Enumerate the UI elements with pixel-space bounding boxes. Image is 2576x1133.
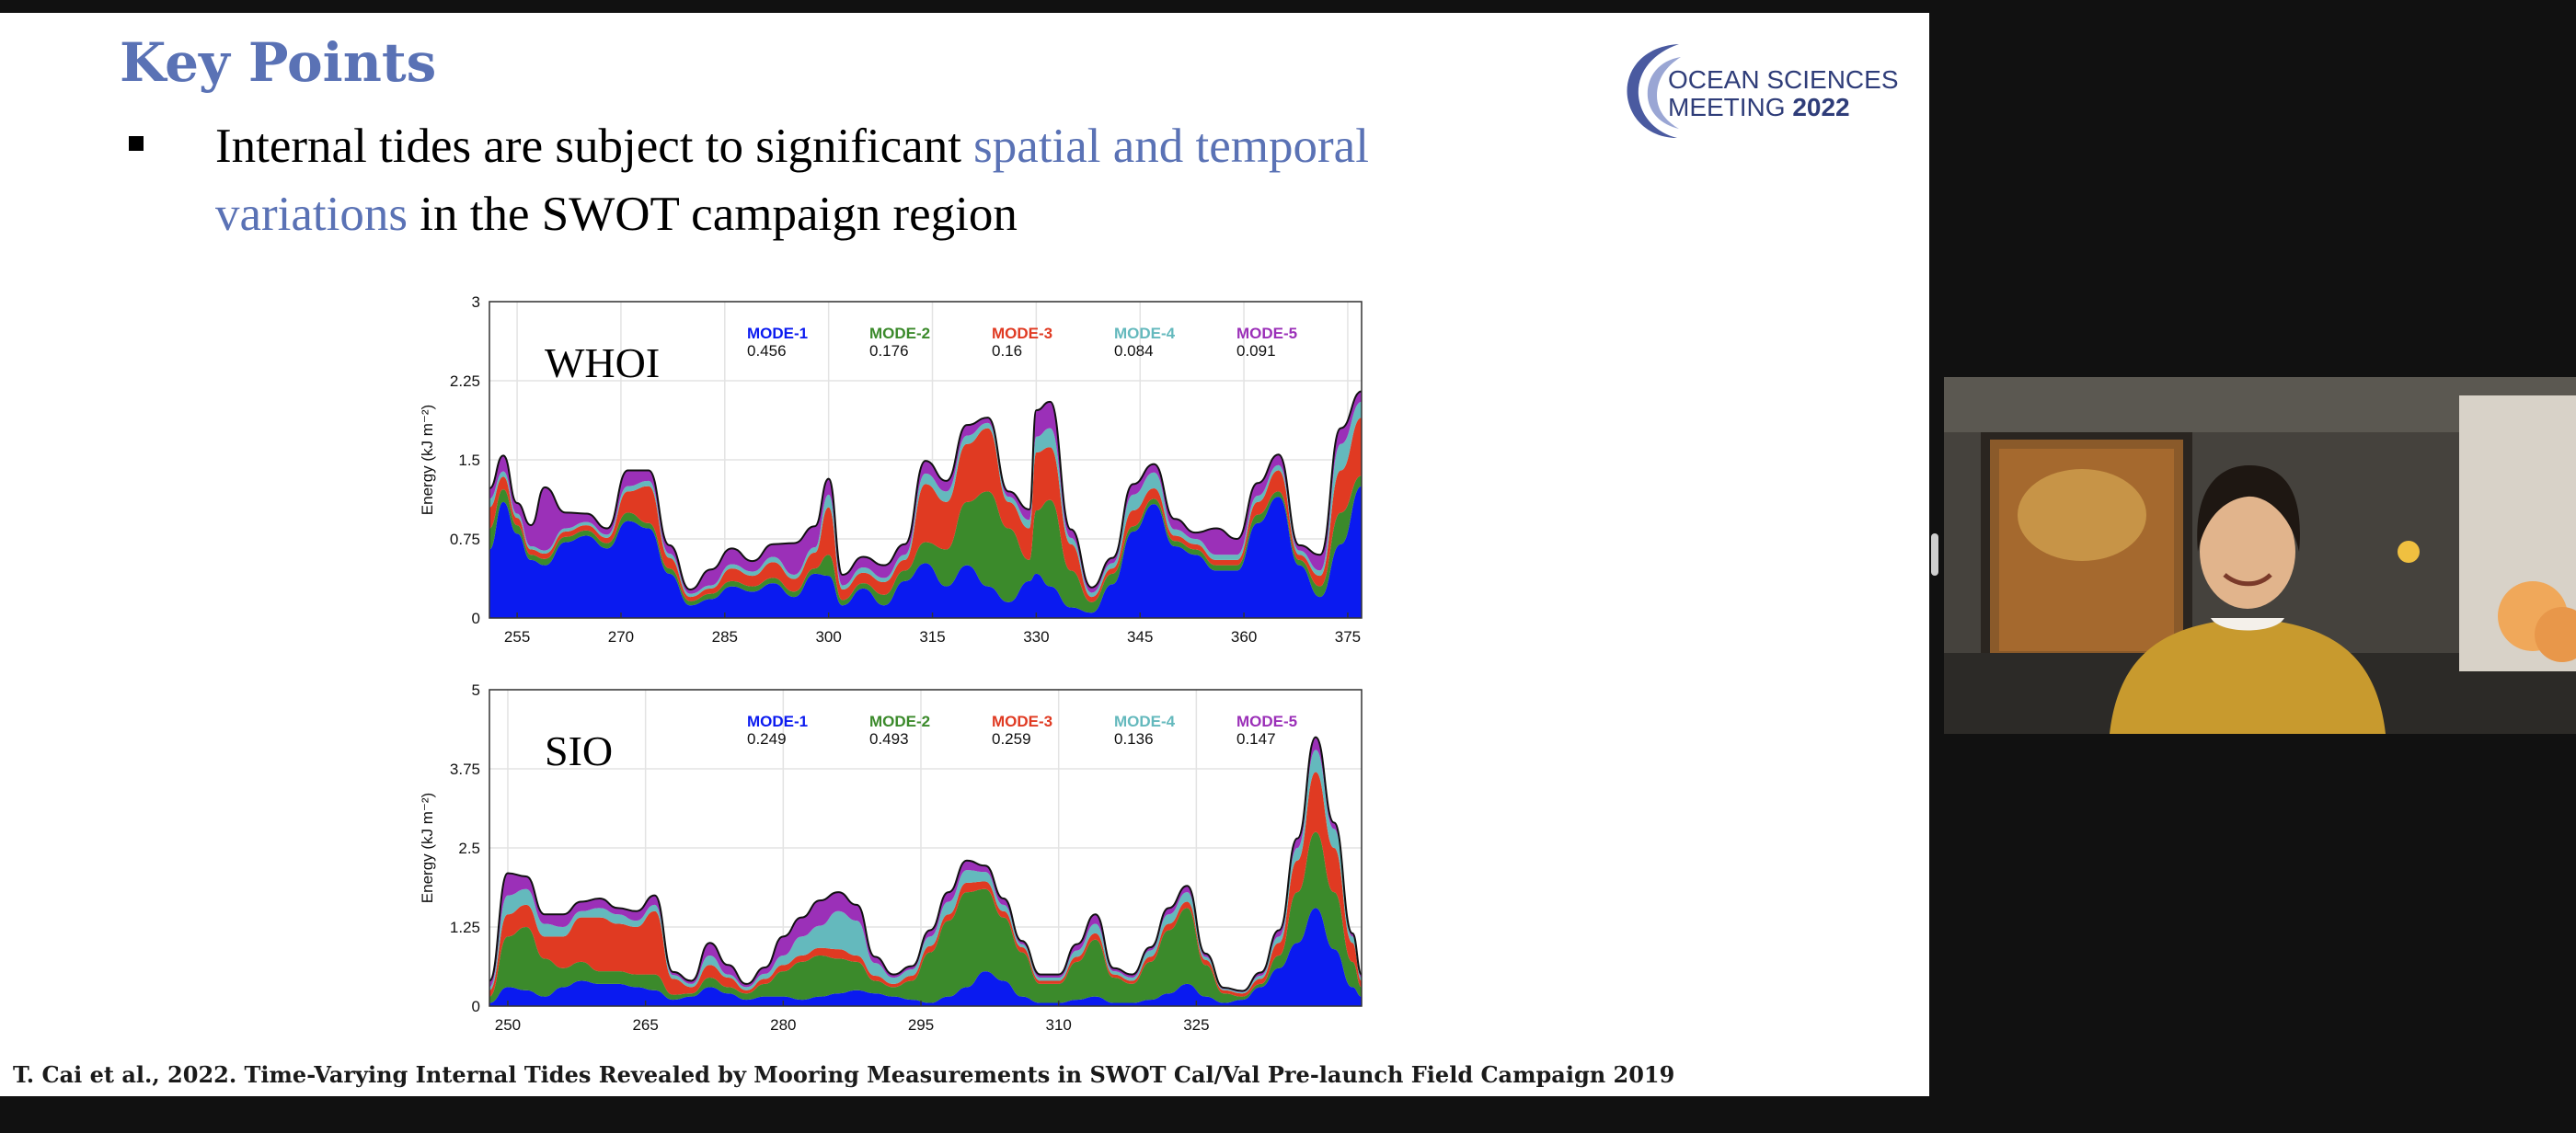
bullet-text-part: in the SWOT campaign region: [408, 188, 1018, 241]
legend-value: 0.176: [869, 342, 909, 360]
legend-value: 0.147: [1236, 730, 1276, 748]
y-tick-label: 0.75: [450, 531, 480, 548]
speaker-video-image: [1944, 377, 2576, 734]
legend-value: 0.249: [747, 730, 787, 748]
whoi-chart-svg: 255 270 285 300 315 330 345 360 375 0 0.75 1.5 2.25 3…: [419, 293, 1363, 646]
y-tick-label: 3.75: [450, 761, 480, 778]
y-tick-label: 5: [472, 681, 480, 699]
bullet-marker: [129, 136, 144, 151]
citation: T. Cai et al., 2022. Time-Varying Intern…: [13, 1061, 1675, 1088]
legend-value: 0.091: [1236, 342, 1276, 360]
x-tick-label: 300: [815, 628, 841, 646]
presentation-slide: Key Points Internal tides are subject to…: [0, 13, 1929, 1096]
y-tick-label: 0: [472, 610, 480, 627]
speaker-video-feed: [1944, 377, 2576, 734]
plot-frame: [489, 689, 1363, 1007]
sio-chart: 250 265 280 295 310 325 0 1.25 2.5 3.75 5 Energy (k…: [405, 668, 1380, 1054]
x-tick-label: 255: [504, 628, 530, 646]
total-energy-line: [489, 390, 1363, 591]
legend-value: 0.259: [992, 730, 1031, 748]
y-tick-label: 2.5: [458, 840, 480, 857]
x-tick-label: 265: [632, 1016, 658, 1034]
y-tick-label: 3: [472, 293, 480, 311]
legend-label: MODE-1: [747, 713, 808, 730]
y-axis-label: Energy (kJ m⁻²): [419, 793, 436, 903]
legend-label: MODE-4: [1114, 325, 1176, 342]
total-energy-line: [489, 736, 1363, 992]
y-tick-label: 1.25: [450, 919, 480, 936]
slide-title: Key Points: [120, 31, 437, 94]
area-mode-4: [489, 750, 1362, 994]
legend-label: MODE-5: [1236, 713, 1297, 730]
x-tick-label: 280: [770, 1016, 796, 1034]
x-tick-label: 295: [908, 1016, 934, 1034]
y-tick-label: 0: [472, 998, 480, 1015]
y-tick-label: 2.25: [450, 372, 480, 390]
x-tick-label: 345: [1127, 628, 1153, 646]
legend-label: MODE-4: [1114, 713, 1176, 730]
bullet-text-highlight: spatial and temporal variations: [215, 120, 1369, 241]
bottom-bar: [0, 1096, 2576, 1133]
conference-logo: OCEAN SCIENCES MEETING 2022: [1615, 26, 1927, 145]
legend-value: 0.136: [1114, 730, 1154, 748]
logo-line-1: OCEAN SCIENCES: [1668, 65, 1899, 94]
plot-frame: [489, 301, 1363, 619]
bullet-text-part: Internal tides are subject to significan…: [215, 120, 974, 173]
legend-value: 0.084: [1114, 342, 1154, 360]
legend-label: MODE-5: [1236, 325, 1297, 342]
x-tick-label: 330: [1023, 628, 1049, 646]
x-tick-label: 325: [1183, 1016, 1209, 1034]
y-axis-label: Energy (kJ m⁻²): [419, 405, 436, 515]
chart-title: SIO: [545, 727, 613, 774]
logo-year: 2022: [1792, 93, 1850, 121]
legend-value: 0.16: [992, 342, 1022, 360]
area-mode-1: [489, 908, 1362, 1006]
x-tick-label: 250: [495, 1016, 521, 1034]
logo-swoosh-icon: [1627, 44, 1681, 138]
sio-chart-svg: 250 265 280 295 310 325 0 1.25 2.5 3.75 5 Energy (k…: [419, 681, 1363, 1034]
chart-title: WHOI: [545, 339, 660, 386]
logo-line-2: MEETING 2022: [1668, 94, 1899, 121]
x-tick-label: 315: [919, 628, 945, 646]
x-tick-label: 360: [1231, 628, 1257, 646]
area-mode-3: [489, 772, 1362, 997]
x-tick-label: 270: [608, 628, 634, 646]
x-tick-label: 285: [712, 628, 738, 646]
legend-label: MODE-1: [747, 325, 808, 342]
area-mode-1: [489, 486, 1362, 618]
y-tick-label: 1.5: [458, 452, 480, 469]
legend-value: 0.493: [869, 730, 909, 748]
legend-label: MODE-3: [992, 325, 1052, 342]
legend-value: 0.456: [747, 342, 787, 360]
logo-line-2-text: MEETING: [1668, 93, 1793, 121]
whoi-chart: 255 270 285 300 315 330 345 360 375 0 0.75 1.5 2.25 3…: [405, 280, 1380, 666]
area-mode-3: [489, 418, 1362, 602]
area-mode-2: [489, 475, 1362, 613]
top-bar: [0, 0, 2576, 13]
legend-label: MODE-2: [869, 713, 930, 730]
legend-label: MODE-2: [869, 325, 930, 342]
x-tick-label: 310: [1046, 1016, 1072, 1034]
area-mode-2: [489, 831, 1362, 1003]
panel-resize-handle[interactable]: [1931, 533, 1938, 576]
x-tick-label: 375: [1335, 628, 1361, 646]
bullet-point: Internal tides are subject to significan…: [215, 112, 1540, 248]
logo-text: OCEAN SCIENCES MEETING 2022: [1668, 66, 1899, 121]
legend-label: MODE-3: [992, 713, 1052, 730]
